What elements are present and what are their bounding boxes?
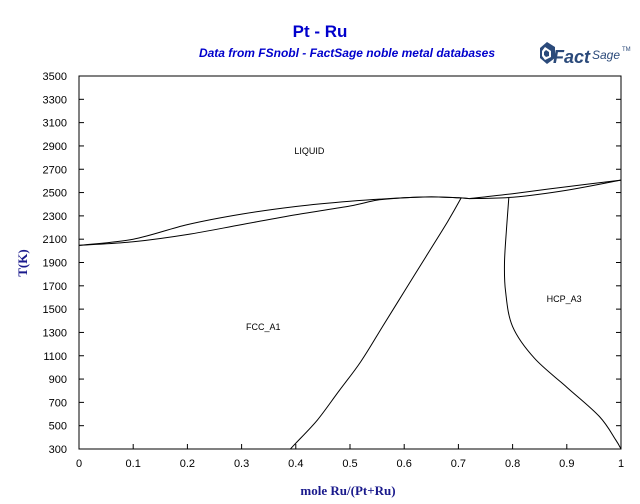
region-label: HCP_A3 <box>547 294 582 304</box>
y-tick-label: 1900 <box>43 258 67 270</box>
y-tick-label: 300 <box>49 444 67 456</box>
region-label: LIQUID <box>294 146 325 156</box>
y-tick-label: 900 <box>49 374 67 386</box>
phase-boundary-3 <box>469 179 622 200</box>
y-axis: 300 500 700 900 1100 1300 1500 1700 1900 2100 2300… <box>43 71 621 456</box>
y-tick-label: 2900 <box>43 141 67 153</box>
phase-boundary-4 <box>469 179 622 200</box>
logo-emblem-icon <box>540 42 555 64</box>
phase-boundary-6 <box>503 197 622 450</box>
y-tick-label: 3500 <box>43 71 67 83</box>
logo-text-sage: Sage <box>592 48 620 62</box>
chart-title: Pt - Ru <box>293 22 348 41</box>
x-tick-label: 0.6 <box>397 458 412 470</box>
region-label: FCC_A1 <box>246 322 281 332</box>
x-axis-title: mole Ru/(Pt+Ru) <box>300 483 395 498</box>
y-tick-label: 500 <box>49 421 67 433</box>
x-axis: 0 0.1 0.2 0.3 0.4 0.5 0.6 0.7 0.8 0.9 1 <box>76 444 624 470</box>
y-tick-label: 3100 <box>43 118 67 130</box>
x-tick-label: 0.9 <box>559 458 574 470</box>
y-tick-label: 1100 <box>43 351 67 363</box>
phase-boundary-1 <box>78 196 470 246</box>
x-tick-label: 1 <box>618 458 624 470</box>
factsage-logo: Fact Sage TM <box>540 42 631 67</box>
y-tick-label: 2700 <box>43 164 67 176</box>
y-tick-label: 1500 <box>43 304 67 316</box>
y-tick-label: 700 <box>49 397 67 409</box>
x-tick-label: 0 <box>76 458 82 470</box>
y-tick-label: 2100 <box>43 234 67 246</box>
x-tick-label: 0.1 <box>126 458 141 470</box>
x-tick-label: 0.2 <box>180 458 195 470</box>
region-labels: LIQUID FCC_A1 HCP_A3 <box>246 146 582 332</box>
x-tick-label: 0.5 <box>342 458 357 470</box>
logo-trademark: TM <box>622 47 631 53</box>
phase-boundary-2 <box>78 196 470 246</box>
y-tick-label: 3300 <box>43 94 67 106</box>
y-tick-label: 2300 <box>43 211 67 223</box>
x-tick-label: 0.7 <box>451 458 466 470</box>
y-tick-label: 2500 <box>43 188 67 200</box>
x-tick-label: 0.4 <box>288 458 303 470</box>
chart-subtitle: Data from FSnobl - FactSage noble metal … <box>199 46 495 60</box>
y-tick-label: 1300 <box>43 327 67 339</box>
y-tick-label: 1700 <box>43 281 67 293</box>
phase-boundary-5 <box>290 197 462 450</box>
logo-text-fact: Fact <box>553 47 591 67</box>
y-axis-title: T(K) <box>15 249 30 276</box>
phase-boundaries <box>78 179 622 450</box>
x-tick-label: 0.3 <box>234 458 249 470</box>
x-tick-label: 0.8 <box>505 458 520 470</box>
plot-frame <box>78 75 622 450</box>
